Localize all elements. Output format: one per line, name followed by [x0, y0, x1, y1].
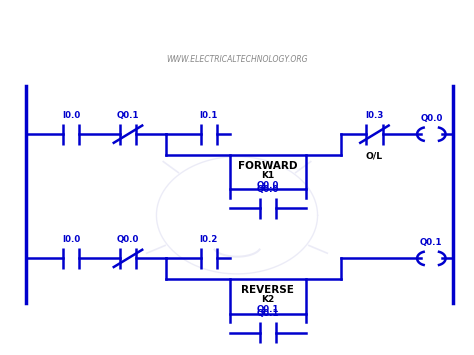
Text: O/L: O/L	[366, 152, 383, 160]
Text: Q0.1: Q0.1	[117, 111, 139, 120]
Text: K2: K2	[261, 295, 274, 304]
Text: Q0.1: Q0.1	[420, 238, 443, 247]
Text: I0.1: I0.1	[200, 111, 218, 120]
Text: Q0.0: Q0.0	[117, 235, 139, 244]
Text: K1: K1	[261, 171, 274, 180]
Text: Q0.0: Q0.0	[420, 114, 443, 123]
Text: I0.2: I0.2	[200, 235, 218, 244]
Bar	[230, 279, 306, 313]
Text: I0.3: I0.3	[365, 111, 383, 120]
Text: Forward Reverse Motor Control Circuit on PLC S7-1200: Forward Reverse Motor Control Circuit on…	[31, 17, 443, 31]
Text: I0.0: I0.0	[62, 111, 80, 120]
Text: FORWARD: FORWARD	[238, 161, 298, 171]
Text: I0.0: I0.0	[62, 235, 80, 244]
Text: Q0.0: Q0.0	[256, 185, 279, 194]
Text: WWW.ELECTRICALTECHNOLOGY.ORG: WWW.ELECTRICALTECHNOLOGY.ORG	[166, 55, 308, 65]
Text: Q0.0: Q0.0	[256, 181, 279, 190]
Bar	[230, 155, 306, 189]
Text: Q0.1: Q0.1	[256, 309, 279, 318]
Text: REVERSE: REVERSE	[241, 285, 294, 295]
Text: Q0.1: Q0.1	[256, 305, 279, 314]
